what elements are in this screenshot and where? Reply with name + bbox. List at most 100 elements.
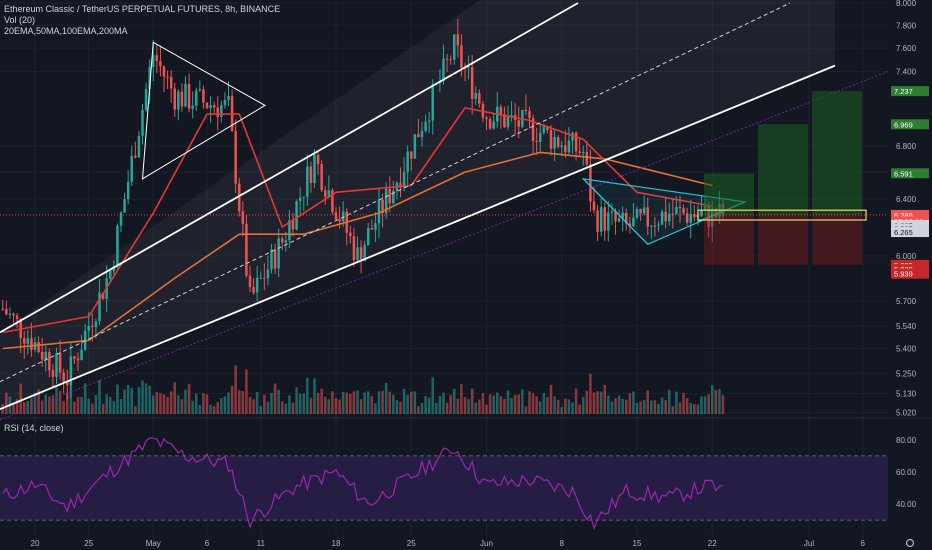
- volume-bar-50: [180, 399, 184, 414]
- volume-bar-110: [395, 400, 399, 414]
- volume-bar-18: [65, 392, 69, 414]
- time-tick-11: Jul: [804, 539, 814, 548]
- candle-body-54: [194, 90, 198, 106]
- volume-bar-153: [549, 384, 553, 414]
- candle-body-65: [234, 130, 237, 184]
- candle-body-19: [69, 356, 73, 386]
- volume-bar-58: [209, 404, 212, 414]
- candle-body-115: [413, 134, 417, 159]
- volume-bar-191: [685, 398, 689, 414]
- triangle-right-edge: [582, 178, 649, 245]
- volume-bar-171: [614, 398, 617, 414]
- volume-bar-122: [438, 395, 442, 414]
- volume-bar-53: [191, 400, 194, 414]
- volume-bar-64: [230, 385, 234, 414]
- candle-body-90: [323, 190, 327, 197]
- candle-body-50: [180, 91, 184, 107]
- candle-body-25: [91, 325, 94, 328]
- volume-bar-41: [148, 385, 151, 414]
- candle-body-144: [517, 120, 521, 127]
- candle-body-155: [556, 136, 560, 147]
- candle-body-52: [187, 84, 191, 109]
- price-tick-1: 7.800: [896, 21, 917, 30]
- candle-body-170: [610, 211, 614, 213]
- stop-box-1: [704, 214, 754, 265]
- candle-body-62: [223, 99, 227, 106]
- chart-title: Ethereum Classic / TetherUS PERPETUAL FU…: [4, 4, 281, 14]
- price-tick-8: 5.700: [896, 297, 917, 306]
- candle-body-86: [309, 166, 313, 183]
- volume-bar-173: [621, 398, 624, 414]
- volume-bar-74: [266, 401, 270, 414]
- volume-bar-75: [270, 393, 273, 414]
- price-tick-12: 5.130: [896, 390, 917, 399]
- candle-body-178: [639, 209, 642, 214]
- volume-bar-199: [714, 389, 718, 414]
- volume-bar-26: [94, 394, 98, 414]
- volume-bar-67: [241, 391, 245, 414]
- candle-body-128: [460, 45, 463, 68]
- volume-bar-186: [667, 389, 671, 414]
- candle-body-13: [48, 351, 51, 371]
- volume-bar-181: [650, 400, 653, 414]
- drawings[interactable]: [0, 2, 889, 421]
- ema20-line: [2, 107, 713, 334]
- volume-bar-47: [169, 391, 173, 414]
- volume-bar-98: [352, 391, 356, 414]
- volume-bar-164: [589, 373, 592, 414]
- candle-body-55: [198, 89, 202, 91]
- volume-bar-192: [689, 402, 693, 414]
- candle-body-175: [628, 223, 632, 227]
- volume-bar-35: [126, 385, 130, 414]
- volume-bar-154: [553, 396, 556, 414]
- rsi-legend: RSI (14, close): [4, 423, 64, 433]
- volume-bar-169: [607, 395, 610, 414]
- candle-body-152: [546, 126, 549, 131]
- candle-body-92: [331, 190, 334, 213]
- candle-body-176: [632, 217, 635, 227]
- volume-bar-175: [628, 393, 632, 414]
- candle-body-68: [245, 223, 248, 276]
- time-axis[interactable]: 20 25 May 6 11 18 25 Jun 8 15 22 Jul 6: [31, 538, 915, 548]
- candle-body-191: [685, 213, 689, 223]
- triangle-left: [141, 41, 266, 180]
- volume-bar-46: [166, 396, 169, 414]
- volume-bar-29: [105, 394, 108, 414]
- price-tick-10: 5.400: [896, 345, 917, 354]
- candle-body-135: [485, 117, 488, 120]
- candle-body-33: [119, 212, 123, 226]
- volume-bar-190: [682, 392, 685, 414]
- volume-bar-73: [263, 394, 266, 414]
- volume-bar-140: [503, 398, 506, 414]
- candle-body-40: [144, 89, 148, 110]
- volume-bar-107: [384, 382, 388, 414]
- channel-upper-line: [0, 2, 579, 334]
- candle-body-151: [542, 126, 546, 133]
- candle-body-88: [316, 154, 320, 165]
- volume-bar-79: [284, 403, 288, 414]
- candle-body-164: [589, 164, 592, 202]
- price-axis[interactable]: 8.0007.8007.6007.4006.8006.6006.4006.000…: [888, 0, 932, 418]
- candle-body-43: [155, 55, 159, 61]
- volume-bar-55: [198, 405, 202, 414]
- candle-body-38: [137, 135, 141, 158]
- volume-bar-56: [202, 393, 205, 414]
- candle-body-99: [356, 247, 359, 260]
- volume-bar-36: [130, 387, 134, 414]
- candle-body-24: [87, 325, 91, 331]
- candle-body-193: [693, 213, 696, 218]
- candle-body-163: [585, 152, 589, 165]
- ma-legend: 20EMA,50MA,100EMA,200MA: [4, 26, 128, 36]
- volume-bar-91: [327, 399, 331, 414]
- volume-bar-76: [273, 383, 277, 414]
- candle-body-28: [101, 292, 105, 299]
- volume-bar-57: [205, 394, 209, 414]
- candle-body-42: [151, 55, 155, 67]
- volume-bar-194: [696, 404, 700, 414]
- candle-body-74: [266, 269, 270, 279]
- candle-body-105: [377, 199, 381, 224]
- price-tick-6: 6.400: [896, 195, 917, 204]
- price-label-7: 6.265: [894, 228, 913, 237]
- volume-bar-19: [69, 382, 73, 414]
